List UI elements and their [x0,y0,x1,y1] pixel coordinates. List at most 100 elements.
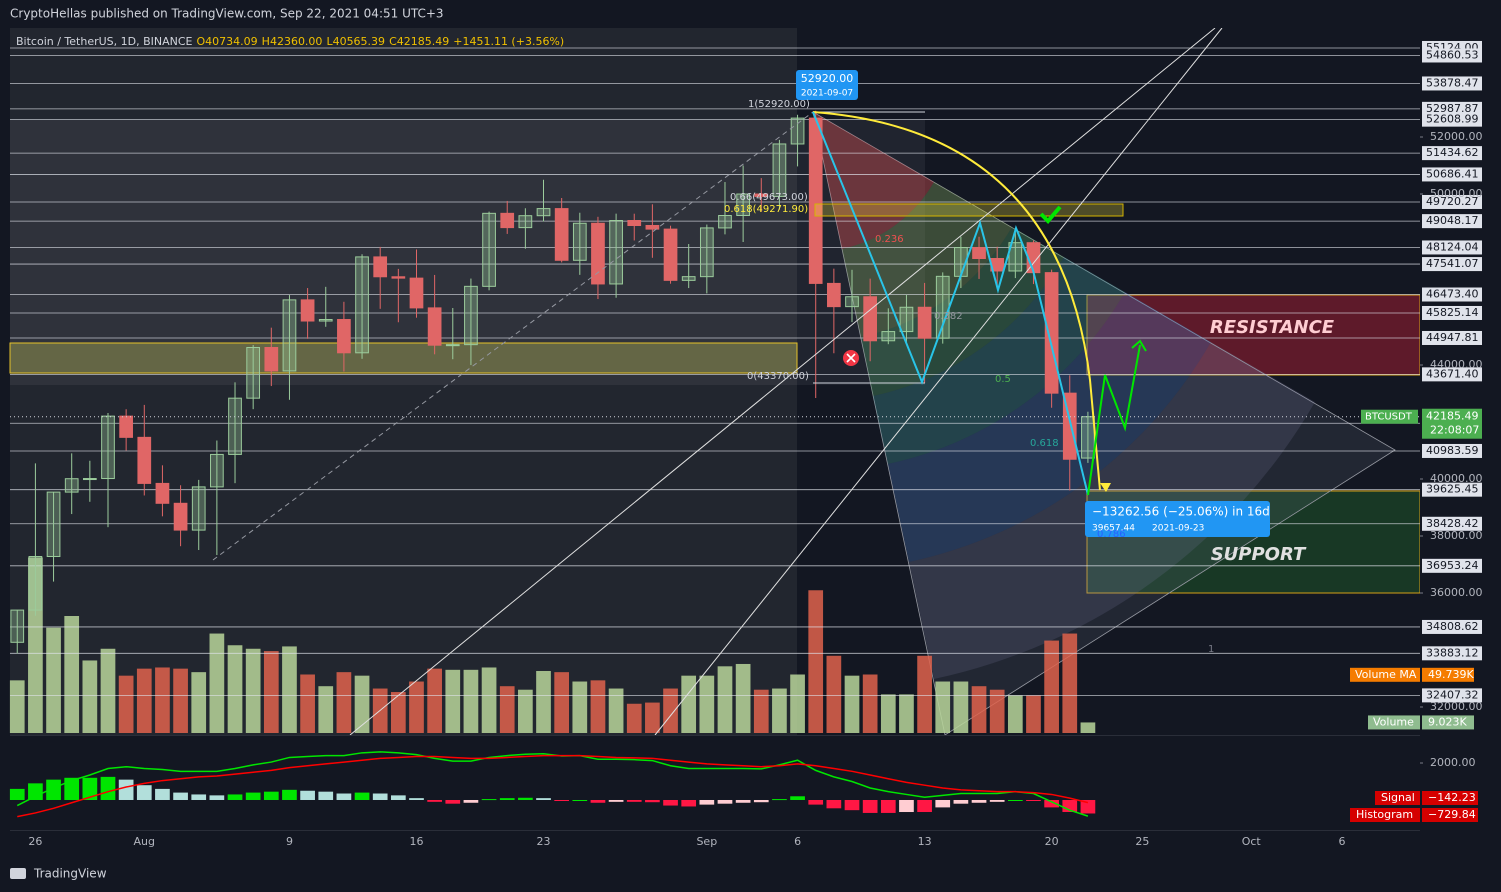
level-label: 51434.62 [1426,146,1479,159]
histogram-bar [372,793,388,800]
volume-bar [735,663,751,733]
volume-bar [663,688,678,733]
volume-tag-bg [1368,715,1420,730]
level-label: 49048.17 [1426,214,1479,227]
histogram-bar [880,799,896,813]
candle-body [318,319,333,322]
level-label: 40983.59 [1426,444,1479,457]
candle-body [554,208,569,261]
volume-bar [699,675,715,733]
histogram-bar [590,799,606,803]
histogram-bar [645,799,660,803]
level-label: 33883.12 [1426,646,1479,659]
histogram-bar [100,776,116,800]
symbol-tag: BTCUSDT [1365,412,1413,423]
volume-bar [808,590,824,733]
candle-body [101,415,115,480]
volume-bar [753,689,769,733]
level-label-bg [1422,367,1482,382]
volume-bar [572,681,588,733]
x-tick-label: 6 [1338,835,1345,848]
legend-value: −729.84 [1428,808,1476,821]
x-tick-label: Sep [696,835,717,848]
volume-bar [590,680,606,733]
histogram-bar [1007,799,1023,801]
volume-bar [1080,722,1096,733]
level-label-bg [1422,287,1482,302]
histogram-bar [572,799,588,801]
candle-body [772,143,787,197]
histogram-bar [917,799,932,813]
volume-tag-bg [1350,667,1420,682]
yellow-arc [812,111,1101,491]
checkmark [1039,205,1062,224]
candle-body [645,224,660,230]
histogram-bar [82,777,98,800]
candle-body [1081,416,1095,459]
logo [10,868,26,879]
volume-bar [608,688,624,733]
yellow-zone [9,342,798,374]
level-label: 44947.81 [1426,331,1479,344]
histogram-bar [735,799,751,803]
candle-body [82,478,97,481]
level-label-bg [1422,646,1482,661]
fib-label: 0.618(49271.90) [724,204,808,215]
price-callout [796,70,858,100]
volume-bar [82,660,98,733]
level-label-bg [1422,257,1482,272]
arrow-head [1100,483,1111,492]
fib-label: 1(52920.00) [748,99,810,110]
volume-bar [518,689,533,733]
fib-fan-zone [873,257,1125,464]
candle-body [572,222,587,261]
histogram-bar [209,795,225,800]
volume-bar [191,672,207,733]
volume-bar [499,686,515,733]
candle-body [137,436,152,484]
y-tick-label: 2000.00 [1430,756,1476,769]
callout-price: 52920.00 [801,72,854,85]
histogram-bar [336,793,352,800]
level-label: 34808.62 [1426,620,1479,633]
volume-bar [826,655,842,733]
level-label: 54860.53 [1426,48,1479,61]
volume-value-bg [1422,667,1474,682]
candle-body [790,117,805,145]
level-label-bg [1422,146,1482,161]
histogram-bar [953,799,969,804]
candle-body [373,256,388,278]
range-date: 2021-09-23 [1152,524,1204,534]
y-tick-label: 36000.00 [1430,586,1483,599]
histogram-bar [808,799,824,805]
volume-bar [64,616,80,733]
level-label-bg [1422,112,1482,127]
y-tick-label: 40000.00 [1430,472,1483,485]
histogram-bar [663,799,678,806]
histogram-bar [608,799,624,802]
volume-bar [390,692,406,733]
candle-body [917,306,932,339]
volume-bar [645,702,660,733]
histogram-bar [9,788,25,800]
level-label-bg [1422,688,1482,703]
candle-body [827,282,841,308]
volume-bar [155,667,170,733]
candle-body [518,215,533,229]
level-label-bg [1422,240,1482,255]
x-tick-label: Oct [1242,835,1262,848]
candle-body [28,556,43,611]
level-label: 46473.40 [1426,288,1479,301]
histogram-bar [245,792,261,800]
histogram-bar [681,799,697,807]
candle-body [500,212,515,229]
level-label: 53878.47 [1426,76,1479,89]
fib-fan-zone [813,112,934,249]
candle-body [155,482,170,504]
volume-bar [536,670,551,733]
volume-bar [554,672,570,733]
last-price-bg [1422,408,1482,439]
histogram-bar [354,792,370,800]
histogram-bar [28,783,43,800]
